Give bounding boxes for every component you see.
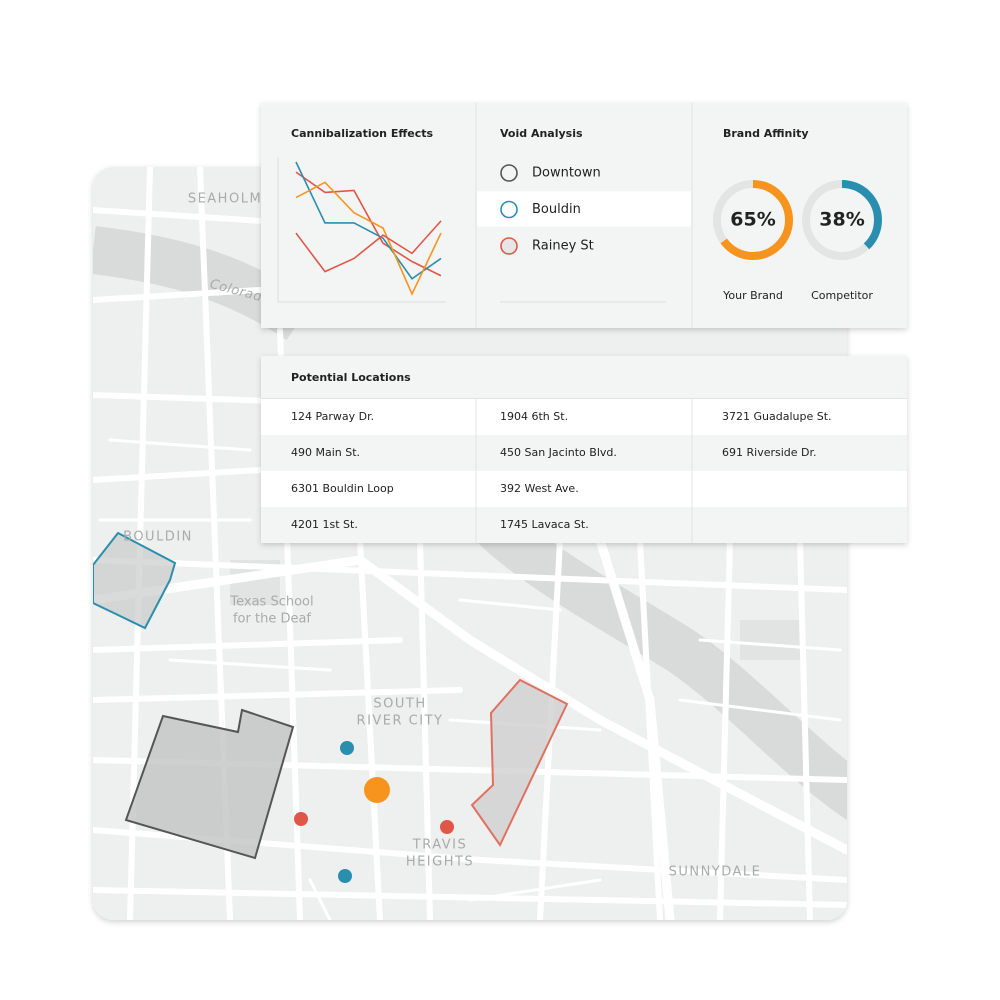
- void-item[interactable]: Bouldin: [532, 202, 581, 217]
- table-row: [261, 435, 907, 471]
- table-row: [261, 507, 907, 543]
- bouldin-area: [93, 531, 177, 630]
- legend-dot: [500, 200, 518, 219]
- location-address[interactable]: 1904 6th St.: [500, 410, 568, 423]
- map-label: SUNNYDALE: [669, 865, 762, 880]
- table-header-line: [261, 398, 907, 399]
- analytics-panel: Cannibalization Effects Void Analysis Br…: [261, 103, 907, 328]
- trend-line: [295, 220, 442, 273]
- trend-line: [295, 161, 442, 280]
- map-label: TRAVIS: [412, 838, 468, 853]
- location-address[interactable]: 6301 Bouldin Loop: [291, 482, 394, 495]
- map-label: SOUTH: [373, 697, 426, 712]
- table-row: [261, 399, 907, 435]
- map-label: HEIGHTS: [406, 855, 474, 870]
- location-address[interactable]: 1745 Lavaca St.: [500, 518, 589, 531]
- map-label: Texas School: [229, 595, 313, 610]
- map-label: BOULDIN: [123, 530, 193, 545]
- legend-dot: [500, 164, 518, 182]
- location-address[interactable]: 450 San Jacinto Blvd.: [500, 446, 617, 459]
- downtown-area: [124, 708, 295, 860]
- location-pin[interactable]: [440, 820, 454, 834]
- panel-title: Potential Locations: [291, 371, 411, 384]
- void-item[interactable]: Downtown: [532, 166, 601, 181]
- trend-line: [295, 181, 442, 296]
- location-address[interactable]: 4201 1st St.: [291, 518, 358, 531]
- location-pin[interactable]: [364, 777, 390, 803]
- rainey-area: [470, 678, 569, 847]
- donut-label: Competitor: [811, 289, 873, 302]
- panel-title: Brand Affinity: [723, 127, 809, 140]
- map-label: for the Deaf: [233, 612, 311, 627]
- legend-dot: [500, 237, 518, 255]
- location-pin[interactable]: [338, 869, 352, 883]
- location-address[interactable]: 3721 Guadalupe St.: [722, 410, 832, 423]
- location-address[interactable]: 691 Riverside Dr.: [722, 446, 817, 459]
- panel-title: Cannibalization Effects: [291, 127, 434, 140]
- panel-title: Void Analysis: [500, 127, 583, 140]
- table-row: [261, 471, 907, 507]
- location-address[interactable]: 490 Main St.: [291, 446, 360, 459]
- map: SEAHOLM Colorado BOULDIN Texas School fo…: [93, 167, 847, 920]
- trend-line: [295, 171, 442, 277]
- map-label: RIVER CITY: [357, 714, 444, 729]
- donut-value: 65%: [730, 209, 775, 231]
- donut-arc: [802, 180, 882, 260]
- location-pin[interactable]: [294, 812, 308, 826]
- chart-frame: [277, 157, 446, 303]
- donut-value: 38%: [819, 209, 864, 231]
- map-features: SEAHOLM Colorado BOULDIN Texas School fo…: [93, 167, 847, 920]
- location-address[interactable]: 124 Parway Dr.: [291, 410, 374, 423]
- donut-label: Your Brand: [722, 289, 783, 302]
- park: [740, 620, 800, 660]
- void-item[interactable]: Rainey St: [532, 239, 594, 254]
- location-pin[interactable]: [340, 741, 354, 755]
- locations-panel: Potential Locations 124 Parway Dr. 490 Ma…: [261, 356, 907, 543]
- donut-arc: [713, 180, 793, 260]
- map-label: SEAHOLM: [188, 192, 262, 207]
- location-address[interactable]: 392 West Ave.: [500, 482, 579, 495]
